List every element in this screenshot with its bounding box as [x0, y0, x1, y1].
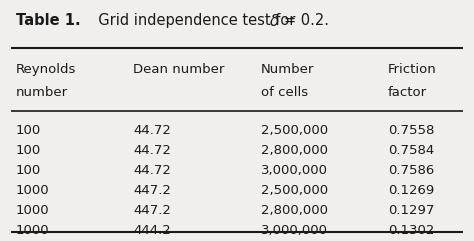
- Text: 447.2: 447.2: [133, 184, 171, 197]
- Text: 0.1297: 0.1297: [388, 204, 434, 217]
- Text: Friction: Friction: [388, 63, 437, 76]
- Text: $\delta$: $\delta$: [269, 13, 280, 29]
- Text: 447.2: 447.2: [133, 204, 171, 217]
- Text: of cells: of cells: [261, 86, 308, 99]
- Text: 2,500,000: 2,500,000: [261, 184, 328, 197]
- Text: 0.7584: 0.7584: [388, 144, 434, 157]
- Text: factor: factor: [388, 86, 427, 99]
- Text: 1000: 1000: [16, 204, 49, 217]
- Text: 44.72: 44.72: [133, 144, 171, 157]
- Text: 0.7558: 0.7558: [388, 124, 434, 137]
- Text: 44.72: 44.72: [133, 164, 171, 177]
- Text: Number: Number: [261, 63, 314, 76]
- Text: 0.7586: 0.7586: [388, 164, 434, 177]
- Text: 2,500,000: 2,500,000: [261, 124, 328, 137]
- Text: 100: 100: [16, 124, 41, 137]
- Text: 3,000,000: 3,000,000: [261, 164, 328, 177]
- Text: Dean number: Dean number: [133, 63, 225, 76]
- Text: 44.72: 44.72: [133, 124, 171, 137]
- Text: 2,800,000: 2,800,000: [261, 144, 328, 157]
- Text: 444.2: 444.2: [133, 224, 171, 237]
- Text: Table 1.: Table 1.: [16, 13, 80, 28]
- Text: 0.1302: 0.1302: [388, 224, 434, 237]
- Text: 100: 100: [16, 164, 41, 177]
- Text: number: number: [16, 86, 68, 99]
- Text: Reynolds: Reynolds: [16, 63, 76, 76]
- Text: 0.1269: 0.1269: [388, 184, 434, 197]
- Text: 3,000,000: 3,000,000: [261, 224, 328, 237]
- Text: Grid independence test for: Grid independence test for: [89, 13, 300, 28]
- Text: 100: 100: [16, 144, 41, 157]
- Text: 1000: 1000: [16, 184, 49, 197]
- Text: 1000: 1000: [16, 224, 49, 237]
- Text: 2,800,000: 2,800,000: [261, 204, 328, 217]
- Text: = 0.2.: = 0.2.: [284, 13, 329, 28]
